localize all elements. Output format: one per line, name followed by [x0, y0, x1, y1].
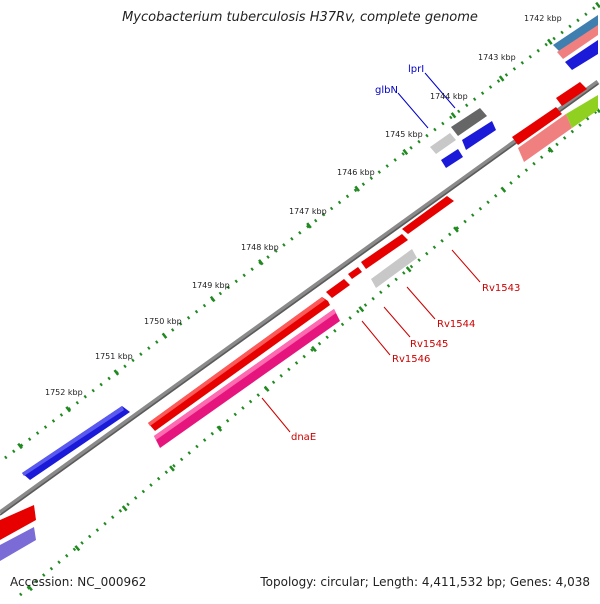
feature-pink-right	[518, 114, 572, 162]
kbp-label: 1752 kbp	[45, 388, 83, 397]
feature-lprI-darkgrey	[451, 108, 487, 136]
leader-Rv1546	[361, 320, 391, 356]
gene-label-lprI: lprI	[408, 64, 424, 75]
feature-Rv1543-forward-1	[361, 234, 408, 269]
scale-tick	[358, 306, 365, 313]
scale-tick	[402, 148, 409, 156]
feature-Rv1543-forward-2	[402, 196, 454, 234]
feature-blue-forward-left	[22, 406, 130, 480]
scale-tick	[209, 295, 216, 303]
scale-tick	[500, 186, 507, 193]
scale-tick	[161, 332, 168, 339]
scale-tick	[169, 465, 175, 472]
genome-backbone-shade	[0, 83, 599, 516]
feature-Rv1544-forward	[348, 267, 362, 279]
feature-glbN-reverse-blue	[441, 149, 463, 168]
kbp-label: 1750 kbp	[144, 317, 182, 326]
feature-red-right-1	[512, 107, 562, 145]
feature-dnaE-region-forward	[148, 297, 330, 431]
feature-Rv1545-forward	[326, 279, 350, 298]
feature-dnaE-reverse-magenta-top	[154, 309, 336, 440]
leader-lprI	[424, 72, 456, 109]
genome-backbone	[0, 79, 600, 516]
scale-tick	[65, 406, 71, 413]
genome-summary-text: Topology: circular; Length: 4,411,532 bp…	[260, 575, 590, 589]
scale-tick	[263, 385, 270, 392]
scale-tick	[498, 75, 505, 82]
feature-dnaE-region-forward-top	[148, 297, 325, 426]
feature-Rv1544-reverse-grey	[371, 249, 417, 288]
leader-Rv1545	[383, 306, 411, 338]
leader-Rv1543	[451, 249, 481, 283]
scale-tick	[17, 442, 23, 450]
gene-label-Rv1545: Rv1545	[410, 339, 448, 350]
scale-tick	[405, 266, 412, 273]
scale-tick	[547, 38, 553, 45]
feature-lprI-reverse-blue	[462, 121, 496, 150]
kbp-label: 1751 kbp	[95, 352, 133, 361]
scale-tick	[354, 185, 360, 192]
kbp-label: 1742 kbp	[524, 14, 562, 23]
gene-label-dnaE: dnaE	[291, 432, 316, 443]
gene-label-Rv1546: Rv1546	[392, 354, 430, 365]
accession-text: Accession: NC_000962	[10, 575, 147, 589]
kbp-label: 1745 kbp	[385, 130, 423, 139]
kbp-label: 1747 kbp	[289, 207, 327, 216]
scale-tick	[27, 584, 33, 592]
feature-purple-bottomleft	[0, 527, 36, 561]
scale-tick	[595, 1, 600, 9]
scale-tick	[547, 146, 554, 153]
scale-tick	[216, 425, 223, 432]
scale-tick	[450, 112, 457, 119]
kbp-label: 1744 kbp	[430, 92, 468, 101]
feature-dnaE-reverse-magenta	[154, 309, 340, 448]
feature-blue-forward-left-top	[22, 406, 124, 476]
kbp-label: 1743 kbp	[478, 53, 516, 62]
scale-tick	[306, 222, 312, 229]
kbp-label: 1749 kbp	[192, 281, 230, 290]
outer-major-ticks	[17, 1, 600, 450]
scale-tick	[74, 545, 81, 552]
feature-pink-topright	[557, 25, 598, 59]
feature-blue-topright-2	[565, 40, 598, 70]
gene-label-glbN: glbN	[375, 85, 398, 96]
scale-tick	[258, 259, 264, 266]
kbp-label: 1746 kbp	[337, 168, 375, 177]
leader-Rv1544	[406, 286, 436, 320]
kbp-label: 1748 kbp	[241, 243, 279, 252]
feature-glbN-grey	[430, 133, 456, 154]
leader-dnaE	[261, 397, 291, 433]
scale-tick	[113, 369, 120, 376]
outer-scale-ring	[4, 3, 599, 460]
feature-blue-topright-1	[553, 15, 598, 52]
leader-glbN	[397, 92, 429, 129]
gene-label-Rv1544: Rv1544	[437, 319, 475, 330]
feature-red-right-2	[556, 82, 587, 106]
scale-tick	[311, 345, 317, 353]
scale-tick	[121, 505, 128, 512]
scale-tick	[453, 226, 459, 233]
label-leader-lines	[261, 72, 481, 433]
genome-title: Mycobacterium tuberculosis H37Rv, comple…	[122, 10, 478, 25]
feature-red-bottomleft	[0, 505, 36, 540]
gene-label-Rv1543: Rv1543	[482, 283, 520, 294]
feature-green-right	[566, 95, 598, 128]
